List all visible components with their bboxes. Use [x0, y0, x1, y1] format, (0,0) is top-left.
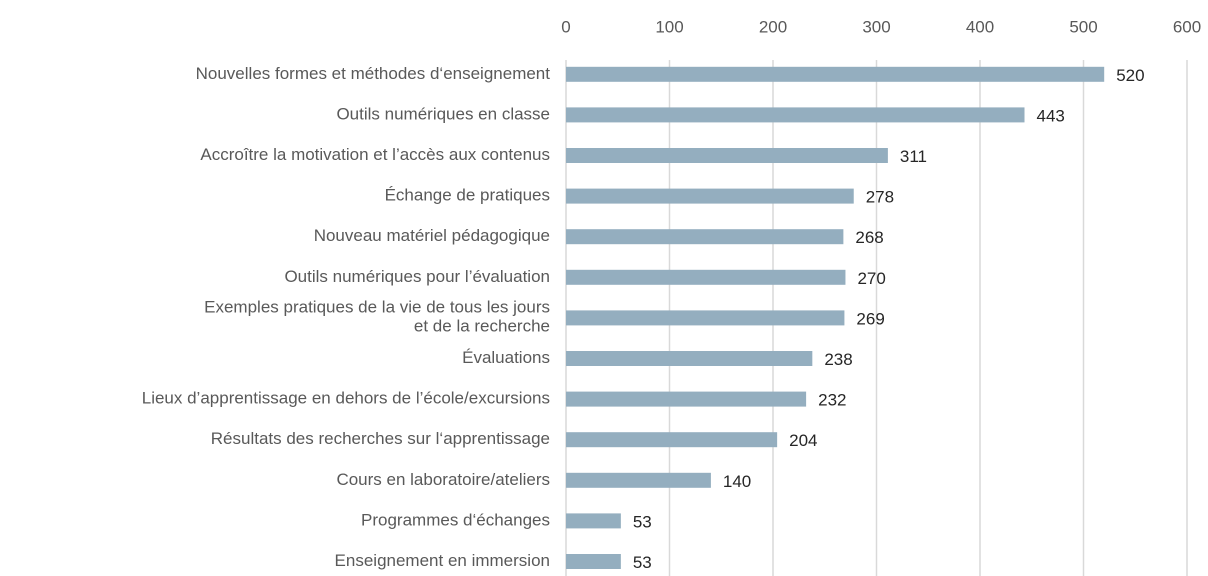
bar	[566, 107, 1025, 123]
value-label: 238	[824, 350, 852, 369]
value-label: 53	[633, 512, 652, 531]
x-tick-label: 100	[655, 17, 683, 36]
value-label: 269	[856, 309, 884, 328]
bar	[566, 472, 711, 488]
category-label: Accroître la motivation et l’accès aux c…	[200, 145, 550, 164]
x-tick-label: 0	[561, 17, 570, 36]
bar	[566, 269, 846, 285]
bar	[566, 351, 813, 366]
category-label: Cours en laboratoire/ateliers	[336, 470, 550, 489]
value-label: 270	[857, 269, 885, 288]
bar	[566, 148, 888, 163]
value-label: 311	[900, 147, 927, 166]
bar	[566, 66, 1105, 82]
value-label: 278	[866, 188, 894, 207]
category-label: Programmes d‘échanges	[361, 510, 550, 529]
category-label: Échange de pratiques	[385, 186, 550, 205]
bar	[566, 188, 854, 204]
category-label: Résultats des recherches sur l‘apprentis…	[211, 429, 550, 448]
category-label: Lieux d’apprentissage en dehors de l’éco…	[142, 389, 550, 408]
bar	[566, 229, 844, 245]
bar	[566, 554, 621, 569]
x-tick-label: 300	[862, 17, 890, 36]
bar	[566, 513, 621, 529]
category-label: Outils numériques en classe	[336, 104, 550, 123]
category-label: Outils numériques pour l’évaluation	[284, 267, 550, 286]
bar	[566, 432, 778, 448]
x-tick-label: 600	[1173, 17, 1201, 36]
category-label: Nouvelles formes et méthodes d‘enseignem…	[196, 64, 551, 83]
category-label: Exemples pratiques de la vie de tous les…	[204, 298, 550, 336]
value-label: 232	[818, 391, 846, 410]
value-label: 53	[633, 553, 652, 572]
category-label: Évaluations	[462, 348, 550, 367]
bar	[566, 391, 807, 407]
category-label: Nouveau matériel pédagogique	[314, 226, 550, 245]
category-label: Enseignement en immersion	[335, 551, 550, 570]
value-label: 443	[1037, 106, 1065, 125]
x-tick-label: 400	[966, 17, 994, 36]
value-label: 140	[723, 472, 751, 491]
x-tick-label: 200	[759, 17, 787, 36]
value-label: 520	[1116, 66, 1144, 85]
bar	[566, 310, 845, 326]
value-label: 268	[855, 228, 883, 247]
x-tick-label: 500	[1069, 17, 1097, 36]
value-label: 204	[789, 431, 817, 450]
